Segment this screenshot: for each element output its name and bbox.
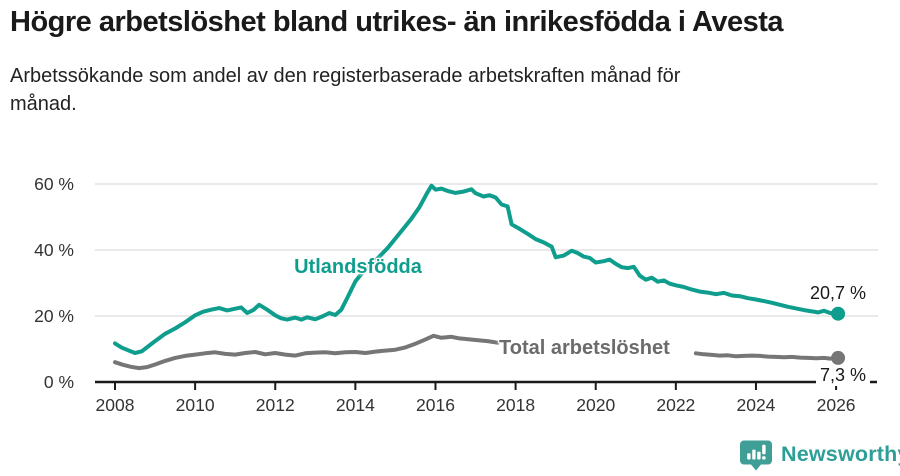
chart-title: Högre arbetslöshet bland utrikes- än inr… bbox=[10, 6, 784, 38]
series-label-total-arbetsloshet: Total arbetslöshet bbox=[499, 337, 670, 359]
x-tick-label: 2020 bbox=[576, 395, 616, 415]
y-tick-label: 0 % bbox=[43, 372, 74, 392]
series-end-dot-1 bbox=[831, 350, 846, 365]
x-tick-label: 2008 bbox=[95, 395, 135, 415]
newsworthy-wordmark: Newsworthy bbox=[781, 442, 900, 466]
newsworthy-logo-icon bbox=[740, 440, 772, 471]
series-line-1 bbox=[693, 351, 841, 361]
y-tick-label: 20 % bbox=[34, 306, 74, 326]
x-tick-label: 2026 bbox=[816, 395, 856, 415]
series-line-0 bbox=[113, 183, 841, 355]
x-tick-label: 2014 bbox=[335, 395, 375, 415]
x-tick-label: 2022 bbox=[656, 395, 696, 415]
series-end-dot-0 bbox=[831, 306, 846, 321]
value-label-utlandsfodda: 20,7 % bbox=[809, 283, 866, 303]
chart-subtitle: Arbetssökande som andel av den registerb… bbox=[10, 65, 681, 115]
x-tick-label: 2016 bbox=[416, 395, 455, 415]
series-label-utlandsfodda: Utlandsfödda bbox=[294, 256, 422, 278]
y-tick-label: 40 % bbox=[34, 240, 74, 260]
footer-brand-bar: Newsworthy bbox=[0, 438, 900, 474]
x-tick-label: 2024 bbox=[736, 395, 776, 415]
value-label-total-arbetsloshet: 7,3 % bbox=[816, 365, 870, 386]
x-tick-label: 2010 bbox=[175, 395, 215, 415]
y-tick-label: 60 % bbox=[34, 174, 74, 194]
series-line-1 bbox=[113, 333, 500, 371]
x-tick-label: 2018 bbox=[496, 395, 536, 415]
x-tick-label: 2012 bbox=[255, 395, 295, 415]
